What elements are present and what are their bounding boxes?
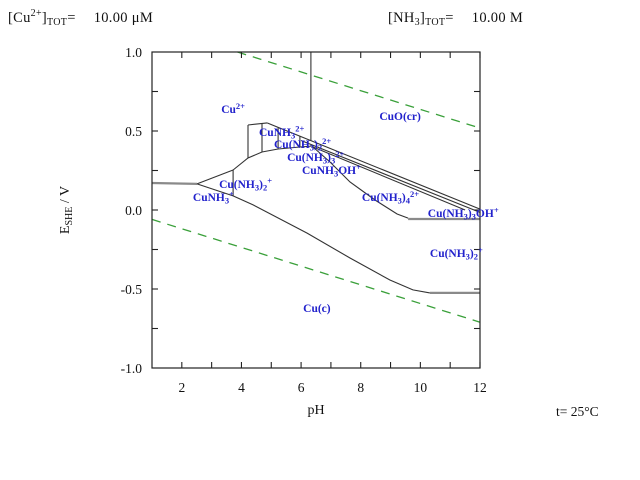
region-cunh3oh-p: CuNH3OH+	[302, 162, 361, 179]
x-tick-label: 8	[357, 380, 364, 395]
x-tick-label: 10	[414, 380, 428, 395]
region-cunh34-2p: Cu(NH3)42+	[362, 189, 419, 206]
ammine-band-line-2	[300, 139, 481, 213]
region-cunh32-2p: Cu(NH3)22+	[274, 136, 331, 153]
x-axis-label: pH	[307, 403, 325, 418]
nh3-tot-value: 10.00 M	[471, 10, 524, 26]
cu-metal-upper-curve	[232, 195, 430, 294]
region-cunh32-p-right: Cu(NH3)2+	[430, 245, 483, 262]
region-cunh3-p: CuNH3+	[193, 189, 234, 206]
cu-tot-formula: [Cu2+]TOT=	[8, 8, 76, 28]
y-tick-label: 0.5	[125, 124, 142, 139]
nh3-tot-formula: [NH3]TOT=	[388, 10, 454, 28]
x-tick-label: 2	[178, 380, 185, 395]
region-cuo-cr: CuO(cr)	[379, 111, 421, 123]
region-cunh33-2p: Cu(NH3)32+	[287, 149, 344, 166]
y-tick-label: -0.5	[121, 282, 143, 297]
y-axis-label: ESHE / V	[58, 185, 75, 235]
y-tick-label: 1.0	[125, 45, 142, 60]
region-cu-metal: Cu(c)	[303, 303, 331, 315]
ammine-band-line-3	[312, 146, 466, 211]
total-cu-concentration-label: [Cu2+]TOT= 10.00 μM	[8, 8, 154, 28]
cu2-cuo-ammine-upper	[266, 122, 481, 210]
cu-tot-value: 10.00 μM	[93, 10, 154, 26]
region-cunh33oh-p: Cu(NH3)3OH+	[428, 205, 499, 222]
x-tick-label: 6	[298, 380, 305, 395]
ammine-wedge-lower	[232, 145, 314, 171]
y-tick-label: -1.0	[121, 361, 143, 376]
total-nh3-concentration-label: [NH3]TOT= 10.00 M	[388, 10, 524, 28]
cu2-cu-left-horizontal	[151, 181, 198, 185]
x-tick-label: 4	[238, 380, 245, 395]
box-top	[247, 122, 268, 126]
triangle-lower	[196, 183, 234, 197]
triangle-upper	[196, 169, 234, 185]
region-cu2: Cu2+	[221, 101, 245, 116]
oxygen-o2-h2o-line	[237, 51, 481, 129]
y-tick-label: 0.0	[125, 203, 142, 218]
x-tick-label: 12	[473, 380, 487, 395]
region-cunh3-2p: CuNH32+	[259, 124, 304, 141]
cunh34-cunh32-curve	[312, 146, 409, 219]
temperature-label: t= 25°C	[556, 404, 599, 419]
region-cunh32-p-left: Cu(NH3)2+	[219, 176, 272, 193]
